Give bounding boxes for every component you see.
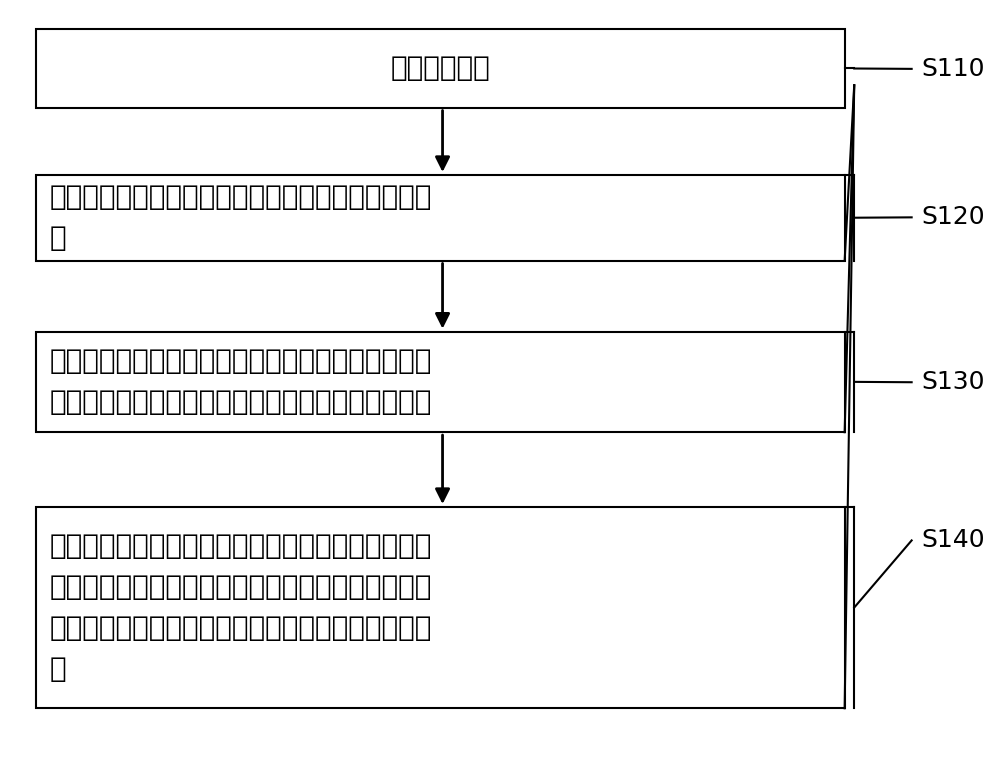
Text: 将层叠有石墨烯层的导电基板放入含有碳纳米管的电
泳液中，电泳沉积碳纳米管至石墨烯层上，形成层叠
于石墨烯层上的碳纳米管层，得到碳纳米管场发射阴
极: 将层叠有石墨烯层的导电基板放入含有碳纳米管的电 泳液中，电泳沉积碳纳米管至石墨烯… — [50, 532, 432, 683]
Bar — [36, 507, 845, 708]
Text: S130: S130 — [921, 370, 985, 394]
Bar — [36, 331, 845, 432]
Text: 将导电基板放入含有石墨烯的电泳液中，电泳沉积石
墨烯至导电基板上，得到层叠有石墨烯层的导电基板: 将导电基板放入含有石墨烯的电泳液中，电泳沉积石 墨烯至导电基板上，得到层叠有石墨… — [50, 347, 432, 416]
Text: S120: S120 — [921, 205, 985, 230]
Bar — [36, 30, 845, 108]
Text: 分别配制含有石墨烯的电泳液和含有碳纳米管的电泳
液: 分别配制含有石墨烯的电泳液和含有碳纳米管的电泳 液 — [50, 183, 432, 252]
Text: 提供导电基板: 提供导电基板 — [390, 55, 490, 83]
Text: S140: S140 — [921, 528, 985, 553]
Bar — [36, 175, 845, 261]
Text: S110: S110 — [921, 57, 985, 81]
